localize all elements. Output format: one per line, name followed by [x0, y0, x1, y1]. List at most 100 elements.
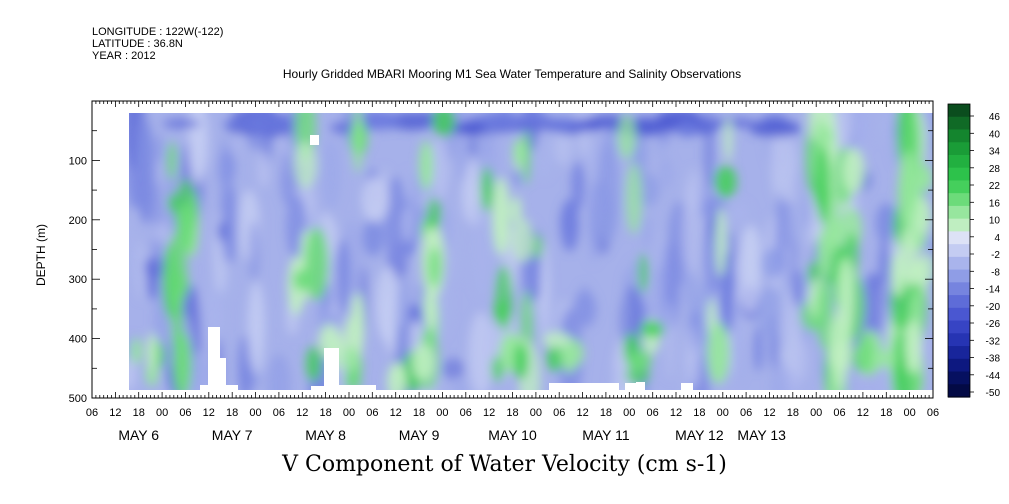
day-label: MAY 11	[582, 427, 630, 443]
x-tick-label: 18	[226, 407, 238, 419]
colorbar-swatch	[948, 256, 970, 271]
x-tick-label: 00	[717, 407, 729, 419]
colorbar-swatch	[948, 180, 970, 194]
x-tick-label: 00	[249, 407, 261, 419]
colorbar-label: -26	[986, 319, 1001, 330]
colorbar-swatch	[948, 116, 970, 131]
day-label: MAY 7	[212, 427, 253, 443]
y-axis: 100 200 300 400 500	[69, 100, 933, 405]
colorbar-label: 28	[989, 164, 1001, 175]
x-axis: 06 12 18 00 06 12 18 00 06 12 18 00 06 12 18 00 06 12 18 00…	[86, 101, 939, 443]
colorbar-swatch	[948, 320, 970, 334]
colorbar-swatch	[948, 205, 970, 220]
x-tick-label: 18	[880, 407, 892, 419]
colorbar-swatch	[948, 154, 970, 169]
day-label: MAY 9	[399, 427, 440, 443]
colorbar-swatch	[948, 358, 970, 373]
y-tick-label: 400	[69, 334, 87, 346]
x-tick-label: 06	[273, 407, 285, 419]
missing-data-gaps	[92, 101, 935, 398]
x-tick-label: 00	[530, 407, 542, 419]
colorbar-label: 10	[989, 216, 1001, 227]
x-tick-label: 06	[460, 407, 472, 419]
colorbar-swatch	[948, 129, 970, 143]
day-label: MAY 10	[488, 427, 537, 443]
y-axis-label: DEPTH (m)	[34, 224, 48, 286]
missing-data-gap	[129, 390, 935, 398]
colorbar-label: -2	[991, 250, 1000, 261]
colorbar-label: -20	[986, 302, 1001, 313]
missing-data-gap	[681, 383, 693, 398]
colorbar-label: -32	[986, 336, 1001, 347]
longitude-label: LONGITUDE : 122W(-122)	[92, 26, 224, 38]
colorbar-label: 22	[989, 181, 1001, 192]
colorbar-swatch	[948, 218, 970, 232]
missing-data-gap	[129, 101, 935, 113]
colorbar-label: -8	[991, 267, 1000, 278]
colorbar-swatch	[948, 295, 970, 309]
missing-data-gap	[208, 327, 220, 398]
x-axis-title: V Component of Water Velocity (cm s-1)	[282, 452, 727, 477]
x-tick-label: 12	[857, 407, 869, 419]
colorbar-swatch	[948, 282, 970, 296]
x-tick-label: 06	[179, 407, 191, 419]
missing-data-gap	[310, 135, 319, 145]
y-tick-label: 200	[69, 215, 87, 227]
day-label: MAY 12	[675, 427, 724, 443]
colorbar-label: -38	[986, 354, 1001, 365]
y-tick-label: 500	[69, 393, 87, 405]
x-tick-label: 06	[647, 407, 659, 419]
latitude-label: LATITUDE : 36.8N	[92, 38, 183, 50]
x-tick-label: 12	[390, 407, 402, 419]
x-tick-label: 12	[483, 407, 495, 419]
missing-data-gap	[933, 101, 935, 398]
missing-data-gap	[636, 382, 645, 398]
colorbar: 46 40 34 28 22 16 10 4 -2 -8 -14 -20 -26 -32 -38 -44 -50	[947, 103, 1001, 399]
x-tick-label: 06	[366, 407, 378, 419]
x-tick-label: 00	[156, 407, 168, 419]
colorbar-label: 46	[989, 112, 1001, 123]
x-tick-label: 06	[553, 407, 565, 419]
y-tick-label: 300	[69, 274, 87, 286]
x-tick-label: 00	[343, 407, 355, 419]
colorbar-swatch	[948, 269, 970, 283]
missing-data-gap	[330, 385, 376, 398]
x-tick-label: 12	[203, 407, 215, 419]
colorbar-swatch	[948, 346, 970, 360]
colorbar-swatch	[948, 167, 970, 182]
x-tick-label: 18	[600, 407, 612, 419]
colorbar-label: 4	[994, 233, 1000, 244]
x-tick-label: 00	[623, 407, 635, 419]
missing-data-gap	[625, 383, 637, 398]
colorbar-label: 40	[989, 129, 1001, 140]
y-tick-label: 100	[69, 155, 87, 167]
x-tick-label: 18	[413, 407, 425, 419]
colorbar-label: 34	[989, 147, 1001, 158]
colorbar-label: 16	[989, 198, 1001, 209]
x-tick-label: 12	[763, 407, 775, 419]
colorbar-label: -14	[986, 285, 1001, 296]
missing-data-gap	[549, 383, 619, 398]
x-tick-label: 06	[833, 407, 845, 419]
x-tick-label: 18	[787, 407, 799, 419]
x-tick-label: 00	[810, 407, 822, 419]
velocity-field	[129, 113, 935, 390]
x-tick-label: 18	[693, 407, 705, 419]
missing-data-gap	[218, 358, 226, 398]
x-tick-label: 06	[86, 407, 98, 419]
x-tick-label: 12	[296, 407, 308, 419]
day-label: MAY 8	[305, 427, 346, 443]
x-tick-label: 12	[670, 407, 682, 419]
colorbar-label: -44	[986, 371, 1001, 382]
x-tick-label: 12	[109, 407, 121, 419]
colorbar-swatch	[948, 104, 970, 118]
colorbar-swatch	[948, 333, 970, 347]
x-tick-label: 18	[133, 407, 145, 419]
colorbar-swatch	[948, 142, 970, 156]
colorbar-swatch	[948, 193, 970, 207]
year-label: YEAR : 2012	[92, 50, 156, 62]
x-tick-label: 18	[506, 407, 518, 419]
colorbar-swatch	[948, 244, 970, 258]
missing-data-gap	[92, 101, 129, 398]
